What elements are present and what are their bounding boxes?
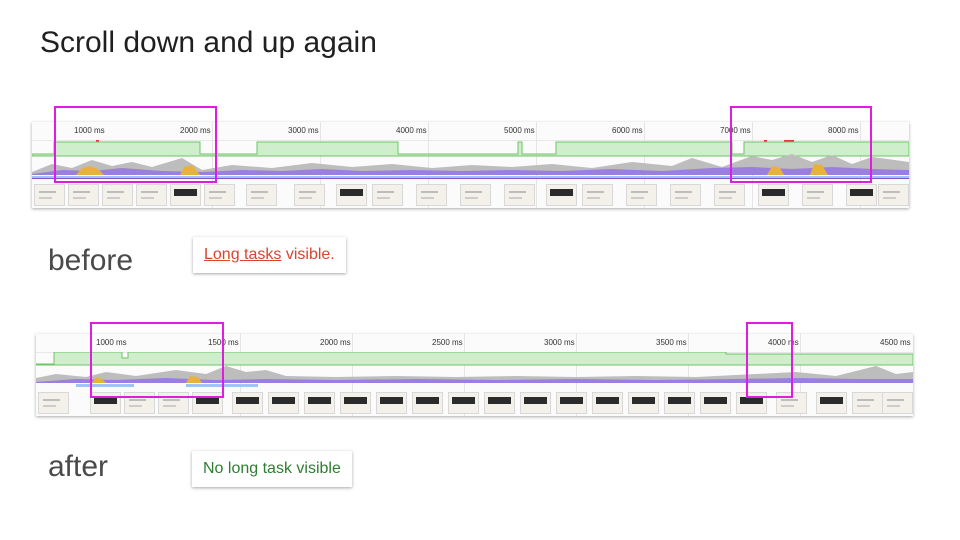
screenshot-thumb [246, 184, 277, 206]
screenshot-thumb [484, 392, 515, 414]
network-line [32, 176, 909, 178]
screenshot-thumb [628, 392, 659, 414]
screenshot-thumb [204, 184, 235, 206]
screenshot-thumb [68, 184, 99, 206]
tick-label: 7000 ms [720, 126, 751, 135]
fps-band [36, 352, 913, 366]
screenshot-thumb [626, 184, 657, 206]
after-label: after [48, 450, 109, 483]
screenshot-thumb [460, 184, 491, 206]
filmstrip [36, 390, 913, 416]
screenshot-thumb [38, 392, 69, 414]
network-line [32, 178, 909, 179]
highlight-box [730, 106, 872, 183]
time-ruler: 1000 ms 2000 ms 3000 ms 4000 ms 5000 ms … [32, 122, 909, 141]
note-text: visible. [281, 246, 335, 263]
tick-label: 4000 ms [768, 338, 799, 347]
idle-area [36, 366, 913, 382]
screenshot-thumb [336, 184, 367, 206]
tick-label: 2000 ms [320, 338, 351, 347]
screenshot-thumb [520, 392, 551, 414]
slide-title: Scroll down and up again [40, 26, 377, 59]
screenshot-thumb [268, 392, 299, 414]
tick-label: 3000 ms [288, 126, 319, 135]
screenshot-thumb [170, 184, 201, 206]
screenshot-thumb [376, 392, 407, 414]
network-bar [76, 384, 134, 387]
screenshot-thumb [232, 392, 263, 414]
screenshot-thumb [670, 184, 701, 206]
tick-label: 6000 ms [612, 126, 643, 135]
scripting-area [92, 376, 202, 383]
long-tasks-link[interactable]: Long tasks [204, 246, 282, 263]
screenshot-thumb [34, 184, 65, 206]
highlight-box [54, 106, 217, 183]
highlight-box [746, 322, 793, 398]
before-label: before [48, 244, 134, 277]
rendering-area [36, 378, 913, 383]
screenshot-thumb [582, 184, 613, 206]
screenshot-thumb [448, 392, 479, 414]
screenshot-thumb [664, 392, 695, 414]
long-tasks-note: Long tasks visible. [193, 237, 346, 273]
screenshot-thumb [102, 184, 133, 206]
activity-tracks [36, 352, 913, 387]
tick-label: 4500 ms [880, 338, 911, 347]
screenshot-thumb [758, 184, 789, 206]
highlight-box [90, 322, 224, 398]
tick-label: 3500 ms [656, 338, 687, 347]
screenshot-thumb [882, 392, 913, 414]
screenshot-thumb [546, 184, 577, 206]
screenshot-thumb [416, 184, 447, 206]
rendering-area [32, 167, 909, 175]
screenshot-thumb [816, 392, 847, 414]
screenshot-thumb [802, 184, 833, 206]
screenshot-thumb [556, 392, 587, 414]
tick-label: 5000 ms [504, 126, 535, 135]
screenshot-thumb [714, 184, 745, 206]
screenshot-thumb [412, 392, 443, 414]
screenshot-thumb [846, 184, 877, 206]
tick-label: 2500 ms [432, 338, 463, 347]
tick-label: 2000 ms [180, 126, 211, 135]
tick-label: 8000 ms [828, 126, 859, 135]
activity-tracks [32, 140, 909, 179]
idle-area [32, 154, 909, 174]
tick-label: 3000 ms [544, 338, 575, 347]
screenshot-thumb [304, 392, 335, 414]
timeline-overview-before[interactable]: 1000 ms 2000 ms 3000 ms 4000 ms 5000 ms … [32, 122, 909, 208]
screenshot-thumb [878, 184, 909, 206]
fps-band [32, 141, 909, 157]
screenshot-thumb [852, 392, 883, 414]
no-long-task-note: No long task visible [192, 451, 352, 487]
screenshot-thumb [340, 392, 371, 414]
screenshot-thumb [504, 184, 535, 206]
filmstrip [32, 182, 909, 208]
screenshot-thumb [372, 184, 403, 206]
screenshot-thumb [592, 392, 623, 414]
screenshot-thumb [700, 392, 731, 414]
tick-label: 1000 ms [74, 126, 105, 135]
screenshot-thumb [294, 184, 325, 206]
screenshot-thumb [136, 184, 167, 206]
timeline-overview-after[interactable]: 1000 ms 1500 ms 2000 ms 2500 ms 3000 ms … [36, 334, 913, 416]
tick-label: 4000 ms [396, 126, 427, 135]
tick-label: 1000 ms [96, 338, 127, 347]
